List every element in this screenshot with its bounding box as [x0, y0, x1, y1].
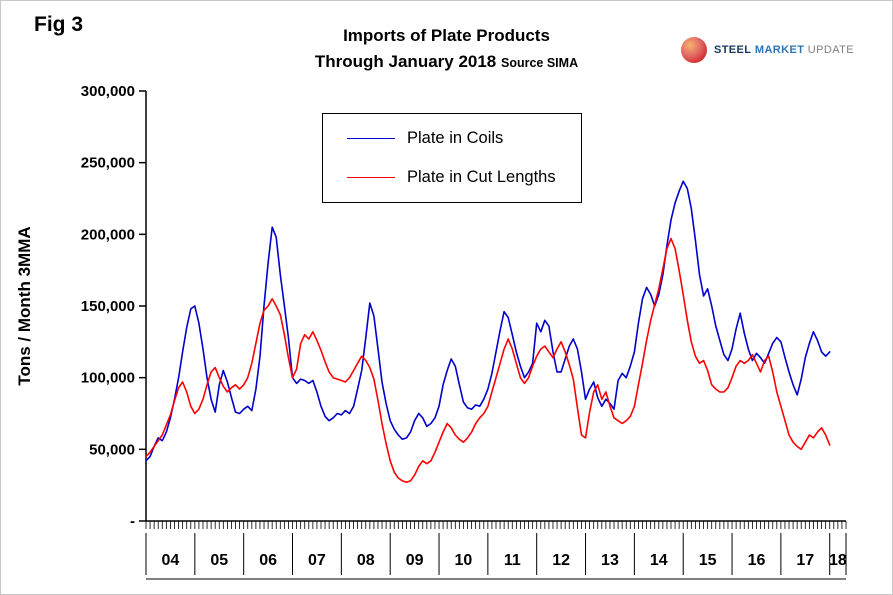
legend-label-coils: Plate in Coils	[407, 129, 504, 147]
x-year-label: 06	[259, 552, 277, 569]
series-line-1	[145, 237, 831, 484]
legend-line-cut-lengths-icon	[347, 177, 395, 178]
y-tick-label: 150,000	[81, 298, 135, 315]
smu-logo-icon	[680, 37, 707, 63]
smu-logo-text: STEEL MARKET UPDATE	[714, 44, 854, 56]
x-year-label: 16	[748, 552, 766, 569]
x-year-label: 05	[210, 552, 228, 569]
chart-source-label: Source SIMA	[501, 55, 579, 70]
legend-item-plate-in-cut-lengths: Plate in Cut Lengths	[347, 168, 581, 187]
y-tick-label: 200,000	[81, 226, 135, 243]
x-year-label: 04	[162, 552, 180, 569]
chart-title-line1: Imports of Plate Products	[343, 26, 550, 45]
x-year-label: 18	[829, 552, 847, 569]
series-line-0	[145, 180, 831, 462]
x-year-label: 08	[357, 552, 375, 569]
figure-label: Fig 3	[34, 13, 84, 36]
legend-box: Plate in Coils Plate in Cut Lengths	[322, 113, 582, 203]
x-year-label: 07	[308, 552, 326, 569]
x-year-label: 14	[650, 552, 668, 569]
logo-word-update: UPDATE	[807, 44, 854, 56]
x-year-label: 13	[601, 552, 619, 569]
y-tick-label: -	[130, 513, 135, 530]
y-tick-label: 250,000	[81, 155, 135, 172]
y-tick-label: 50,000	[89, 441, 135, 458]
y-tick-label: 300,000	[81, 83, 135, 100]
x-year-label: 17	[796, 552, 814, 569]
x-year-label: 11	[504, 552, 521, 569]
chart-subtitle: Through January 2018	[314, 51, 497, 71]
x-year-label: 09	[406, 552, 424, 569]
legend-line-coils-icon	[347, 138, 395, 139]
chart-title-line2: Through January 2018 Source SIMA	[1, 49, 892, 75]
logo-word-steel: STEEL	[713, 44, 752, 56]
x-year-label: 15	[699, 552, 717, 569]
smu-logo: STEEL MARKET UPDATE	[680, 37, 854, 63]
x-year-label: 10	[455, 552, 473, 569]
legend-item-plate-in-coils: Plate in Coils	[347, 129, 581, 148]
y-tick-label: 100,000	[81, 370, 135, 387]
logo-word-market: MARKET	[754, 44, 805, 56]
x-year-label: 12	[552, 552, 570, 569]
legend-label-cut-lengths: Plate in Cut Lengths	[407, 168, 556, 186]
chart-title: Imports of Plate Products Through Januar…	[1, 23, 892, 74]
